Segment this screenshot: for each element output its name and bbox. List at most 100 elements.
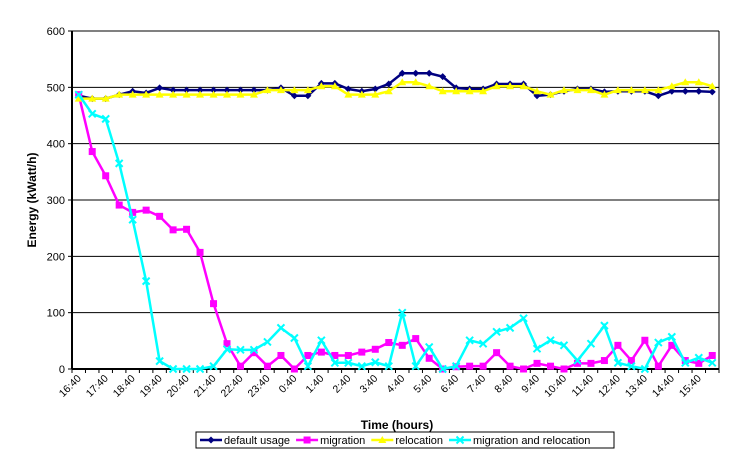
- data-point-x: [694, 353, 703, 362]
- data-point-square: [600, 357, 608, 365]
- data-point-x: [330, 358, 340, 368]
- x-tick-label: 12:40: [596, 373, 623, 400]
- data-point-triangle: [681, 78, 690, 86]
- legend-box: [195, 431, 615, 449]
- data-point-x: [573, 356, 582, 365]
- data-point-diamond: [708, 88, 716, 96]
- data-point-x: [505, 323, 515, 333]
- data-point-x: [667, 332, 677, 342]
- data-point-x: [654, 338, 663, 347]
- data-point-x: [128, 215, 137, 224]
- data-point-x: [398, 308, 407, 317]
- data-point-diamond: [207, 436, 215, 444]
- data-point-x: [455, 435, 465, 445]
- data-point-triangle: [492, 82, 501, 90]
- x-tick-label: 22:40: [219, 373, 246, 400]
- x-tick-label: 21:40: [192, 373, 219, 400]
- data-point-triangle: [708, 82, 717, 90]
- x-tick-label: 3:40: [357, 373, 380, 396]
- data-point-x: [209, 361, 218, 371]
- data-point-diamond: [183, 86, 191, 94]
- data-point-triangle: [182, 90, 191, 98]
- data-point-square: [425, 354, 433, 362]
- data-point-x: [303, 361, 313, 371]
- data-point-triangle: [479, 87, 488, 95]
- data-point-triangle: [384, 87, 393, 95]
- data-point-x: [681, 358, 690, 368]
- gridlines: [71, 30, 720, 370]
- data-point-square: [129, 208, 137, 216]
- data-point-triangle: [613, 86, 622, 94]
- data-point-square: [88, 148, 96, 156]
- data-point-x: [101, 114, 110, 124]
- data-point-x: [586, 339, 596, 348]
- data-point-square: [102, 172, 110, 180]
- data-point-square: [493, 349, 501, 357]
- data-point-square: [303, 436, 311, 444]
- data-point-square: [210, 300, 218, 308]
- data-point-square: [573, 359, 581, 367]
- x-tick-label: 23:40: [246, 373, 273, 400]
- x-tick-label: 14:40: [650, 373, 677, 400]
- data-point-square: [317, 348, 325, 356]
- data-point-x: [263, 337, 272, 347]
- data-point-diamond: [439, 73, 447, 81]
- y-tick-label: 600: [47, 26, 65, 38]
- data-point-x: [371, 358, 380, 367]
- data-point-x: [182, 364, 191, 374]
- data-point-x: [317, 336, 326, 345]
- data-point-triangle: [115, 90, 124, 98]
- data-point-square: [277, 351, 285, 359]
- data-point-triangle: [533, 87, 542, 95]
- data-point-diamond: [344, 85, 352, 93]
- data-point-square: [290, 365, 298, 373]
- data-point-x: [708, 358, 717, 368]
- data-point-x: [519, 314, 528, 323]
- data-point-triangle: [74, 94, 83, 102]
- data-point-x: [249, 345, 259, 355]
- data-point-x: [357, 361, 367, 371]
- data-point-square: [142, 206, 150, 214]
- data-point-diamond: [668, 87, 676, 95]
- series-relocation: [74, 78, 717, 102]
- x-tick-label: 5:40: [411, 373, 434, 396]
- data-point-square: [708, 351, 716, 359]
- series-migration: [75, 91, 716, 373]
- data-point-triangle: [276, 86, 285, 94]
- data-point-triangle: [357, 90, 366, 98]
- data-point-square: [547, 362, 555, 370]
- data-point-square: [520, 365, 528, 373]
- data-point-square: [533, 359, 541, 367]
- data-point-diamond: [371, 85, 379, 93]
- data-point-x: [559, 341, 569, 350]
- data-point-triangle: [600, 90, 609, 98]
- data-point-square: [654, 362, 662, 370]
- data-point-diamond: [425, 69, 433, 77]
- legend-label: migration and relocation: [473, 435, 590, 447]
- y-tick-label: 400: [47, 139, 65, 151]
- data-point-triangle: [169, 90, 178, 98]
- data-point-diamond: [290, 92, 298, 100]
- data-point-x: [74, 90, 83, 99]
- data-point-square: [331, 351, 339, 359]
- data-point-x: [344, 358, 353, 368]
- data-point-square: [358, 348, 366, 356]
- x-tick-label: 13:40: [623, 373, 650, 400]
- data-point-triangle: [249, 90, 258, 98]
- x-axis-ticks: 16:40 17:40 18:40 19:40 20:40 21:40 22:40 23:40…: [57, 369, 720, 400]
- data-point-triangle: [452, 87, 461, 95]
- y-axis-ticks: 0 100 200 300 400 500 600: [47, 26, 72, 376]
- data-point-diamond: [196, 86, 204, 94]
- data-point-triangle: [317, 82, 326, 90]
- x-tick-label: 15:40: [677, 373, 704, 400]
- data-point-triangle: [303, 86, 312, 94]
- data-point-diamond: [304, 92, 312, 100]
- data-point-x: [195, 364, 205, 374]
- y-tick-label: 500: [47, 82, 65, 94]
- data-point-x: [532, 344, 542, 353]
- data-point-x: [236, 345, 245, 355]
- data-point-x: [546, 336, 555, 345]
- data-point-triangle: [263, 86, 272, 94]
- data-point-triangle: [330, 82, 339, 90]
